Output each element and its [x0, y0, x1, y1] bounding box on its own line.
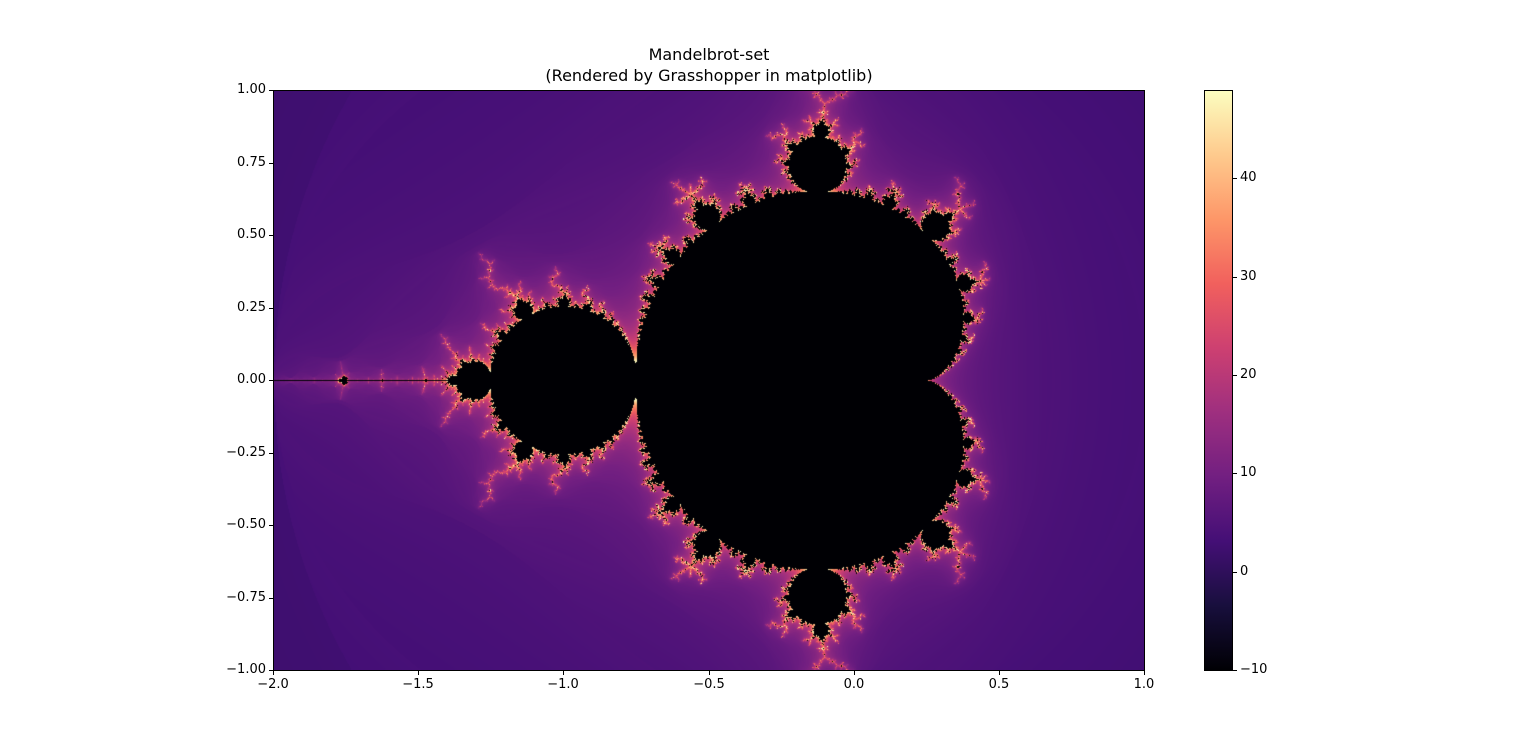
colorbar-tick-label: 30	[1240, 269, 1257, 284]
colorbar-gradient	[1205, 91, 1232, 670]
y-tick	[269, 380, 273, 381]
y-tick-label: 0.00	[237, 372, 266, 387]
colorbar	[1204, 90, 1233, 671]
x-tick-label: −2.0	[257, 677, 289, 692]
colorbar-tick	[1233, 375, 1237, 376]
y-tick	[269, 308, 273, 309]
y-tick-label: −0.75	[226, 590, 266, 605]
x-tick-label: −0.5	[693, 677, 725, 692]
y-tick-label: 0.75	[237, 155, 266, 170]
x-tick	[273, 671, 274, 675]
colorbar-tick-label: 20	[1240, 367, 1257, 382]
x-tick-label: 1.0	[1133, 677, 1155, 692]
x-tick	[709, 671, 710, 675]
x-tick	[563, 671, 564, 675]
x-tick	[999, 671, 1000, 675]
y-tick-label: −0.50	[226, 517, 266, 532]
chart-subtitle: (Rendered by Grasshopper in matplotlib)	[545, 66, 873, 85]
colorbar-tick	[1233, 473, 1237, 474]
colorbar-tick-label: 10	[1240, 465, 1257, 480]
y-tick	[269, 90, 273, 91]
y-tick	[269, 598, 273, 599]
x-tick-label: 0.5	[988, 677, 1010, 692]
colorbar-tick-label: 40	[1240, 170, 1257, 185]
y-tick-label: 0.50	[237, 227, 266, 242]
colorbar-tick	[1233, 572, 1237, 573]
y-tick	[269, 670, 273, 671]
colorbar-tick	[1233, 670, 1237, 671]
colorbar-tick	[1233, 277, 1237, 278]
y-tick	[269, 163, 273, 164]
y-tick-label: 0.25	[237, 300, 266, 315]
x-tick-label: −1.0	[547, 677, 579, 692]
y-tick	[269, 453, 273, 454]
x-tick	[1144, 671, 1145, 675]
y-tick	[269, 525, 273, 526]
x-tick	[418, 671, 419, 675]
y-tick-label: −1.00	[226, 662, 266, 677]
chart-title: Mandelbrot-set	[648, 45, 770, 64]
plot-area	[273, 90, 1145, 671]
y-tick-label: 1.00	[237, 82, 266, 97]
x-tick-label: −1.5	[402, 677, 434, 692]
x-tick	[854, 671, 855, 675]
x-tick-label: 0.0	[843, 677, 865, 692]
y-tick	[269, 235, 273, 236]
mandelbrot-heatmap	[274, 91, 1144, 670]
colorbar-tick-label: −10	[1240, 662, 1268, 677]
colorbar-tick	[1233, 178, 1237, 179]
colorbar-tick-label: 0	[1240, 564, 1249, 579]
y-tick-label: −0.25	[226, 445, 266, 460]
